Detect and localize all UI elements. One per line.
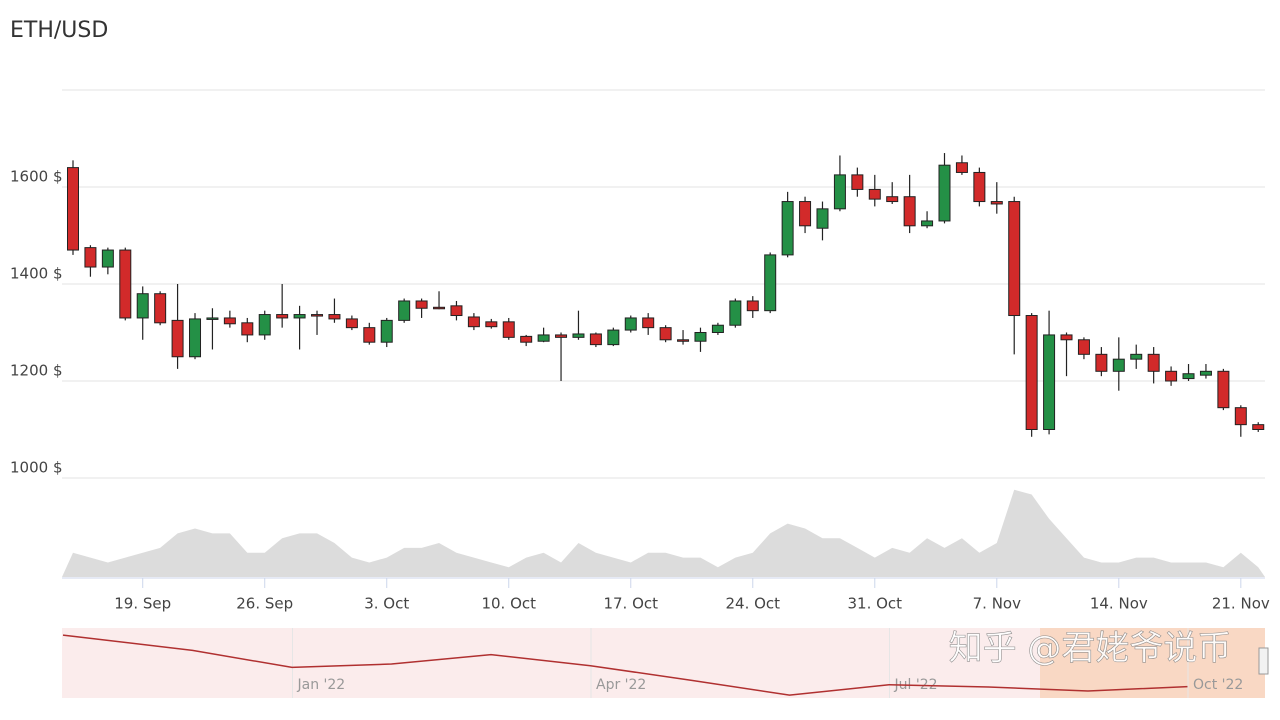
- candle-body: [851, 174, 864, 190]
- plot: 1000 $ 1200 $ 1400 $ 1600 $ 19. Sep 26. Sep 3.…: [10, 153, 1270, 698]
- watermark: 知乎 @君姥爷说币: [949, 629, 1232, 669]
- candle-body: [241, 322, 254, 336]
- x-tick-label: 3. Oct: [364, 595, 409, 613]
- candle-body: [119, 249, 132, 319]
- candle-body: [67, 167, 79, 251]
- candle-body: [746, 300, 759, 312]
- y-tick-label: 1600 $: [10, 168, 63, 186]
- navigator-label: Oct '22: [1193, 677, 1243, 693]
- candle-body: [816, 208, 829, 229]
- candle-body: [363, 327, 376, 343]
- navigator-label: Apr '22: [596, 677, 646, 693]
- candle-body: [467, 316, 480, 328]
- candle-body: [537, 334, 550, 342]
- candle-body: [293, 314, 306, 319]
- chart-title: ETH/USD: [10, 18, 108, 43]
- navigator-handle[interactable]: [1258, 647, 1269, 675]
- candle-body: [886, 196, 899, 203]
- candle-body: [1095, 353, 1108, 372]
- candle-body: [921, 220, 934, 227]
- y-tick-label: 1200 $: [10, 362, 63, 380]
- candle-body: [555, 334, 568, 338]
- candle-body: [398, 300, 411, 321]
- candle-body: [171, 319, 184, 358]
- x-tick-label: 7. Nov: [973, 595, 1021, 613]
- candle-body: [433, 306, 446, 310]
- candle-body: [415, 300, 428, 309]
- candle-body: [502, 321, 515, 338]
- candle-body: [624, 317, 637, 331]
- navigator-label: Jan '22: [297, 677, 346, 693]
- x-tick-label: 31. Oct: [847, 595, 902, 613]
- candle-body: [328, 314, 341, 320]
- candle-body: [903, 196, 916, 227]
- x-tick-label: 17. Oct: [603, 595, 658, 613]
- candle-body: [677, 339, 690, 342]
- y-tick-label: 1000 $: [10, 459, 63, 477]
- candle-body: [311, 314, 324, 317]
- candle-body: [223, 317, 236, 325]
- candle-body: [276, 314, 289, 319]
- x-tick-label: 19. Sep: [114, 595, 171, 613]
- candle-body: [101, 249, 114, 268]
- x-tick-label: 14. Nov: [1090, 595, 1148, 613]
- candle-body: [833, 174, 846, 210]
- candle-body: [572, 333, 585, 338]
- x-tick-label: 24. Oct: [725, 595, 780, 613]
- candle-body: [1043, 334, 1056, 430]
- candle-body: [607, 329, 620, 346]
- x-tick-label: 21. Nov: [1212, 595, 1270, 613]
- candle-body: [189, 318, 202, 358]
- candle-body: [1077, 339, 1090, 355]
- candle-body: [938, 164, 951, 222]
- candle-body: [1234, 407, 1247, 426]
- candle-body: [345, 318, 358, 329]
- candle-body: [589, 333, 602, 346]
- candle-body: [868, 188, 881, 200]
- candle-body: [1008, 201, 1021, 317]
- candle-body: [781, 201, 794, 256]
- candle-body: [1199, 370, 1212, 376]
- candle-body: [84, 247, 97, 268]
- candle-body: [990, 201, 1003, 205]
- candle-body: [1147, 353, 1160, 372]
- candle-body: [1217, 370, 1230, 409]
- candle-body: [258, 314, 271, 336]
- candle-body: [764, 254, 777, 312]
- candle-body: [154, 293, 167, 324]
- candle-body: [973, 171, 986, 203]
- navigator-selection: [1040, 628, 1265, 698]
- candle-body: [711, 324, 724, 334]
- candle-body: [485, 321, 498, 328]
- candle-body: [380, 319, 393, 343]
- candle-body: [1165, 370, 1178, 382]
- candle-body: [136, 293, 149, 319]
- candle-body: [520, 335, 533, 343]
- candle-body: [955, 162, 968, 173]
- volume-area: [62, 489, 1265, 577]
- candle-body: [694, 332, 707, 342]
- candle-body: [729, 300, 742, 326]
- x-tick-label: 10. Oct: [481, 595, 536, 613]
- candle-body: [450, 305, 463, 317]
- candle-body: [799, 201, 812, 227]
- y-tick-label: 1400 $: [10, 265, 63, 283]
- candle-body: [206, 317, 219, 320]
- candle-body: [1130, 353, 1143, 360]
- candle-body: [1252, 424, 1265, 430]
- candle-body: [642, 317, 655, 329]
- candle-body: [1182, 373, 1195, 380]
- navigator-line: [62, 634, 1188, 696]
- candle-body: [659, 327, 672, 341]
- candle-body: [1112, 358, 1125, 372]
- x-tick-label: 26. Sep: [236, 595, 293, 613]
- candle-body: [1025, 315, 1038, 430]
- candle-body: [1060, 334, 1073, 341]
